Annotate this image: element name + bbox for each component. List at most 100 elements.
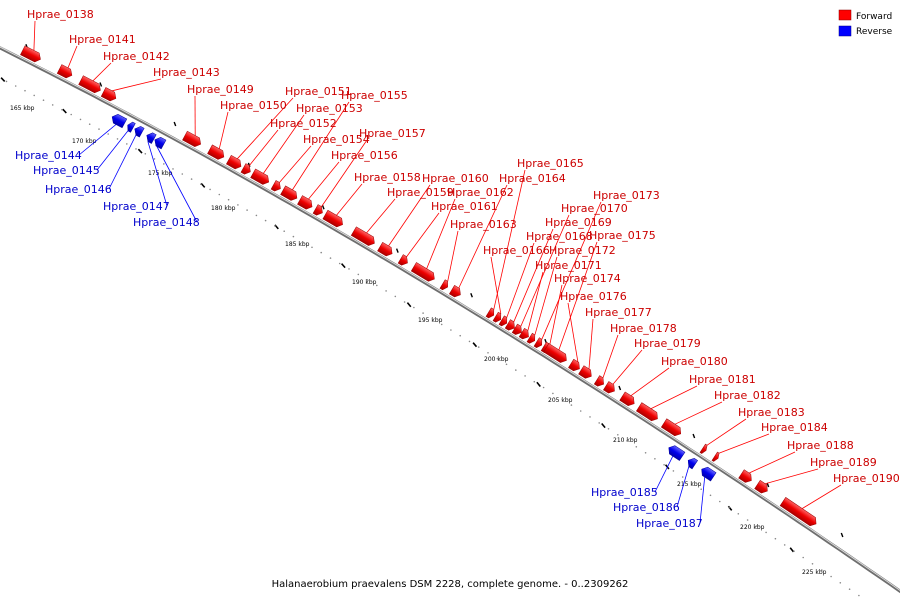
gene-label[interactable]: Hprae_0156: [331, 149, 398, 162]
forward-gene-arrow[interactable]: [754, 479, 771, 495]
gene-feature[interactable]: [619, 391, 637, 408]
gene-feature[interactable]: [78, 75, 103, 95]
gene-feature[interactable]: [132, 125, 145, 138]
forward-gene-arrow[interactable]: [56, 64, 74, 80]
gene-feature[interactable]: [504, 319, 517, 333]
gene-label[interactable]: Hprae_0141: [69, 33, 136, 46]
forward-gene-arrow[interactable]: [439, 279, 450, 292]
gene-feature[interactable]: [526, 332, 537, 345]
forward-gene-arrow[interactable]: [711, 451, 721, 463]
gene-label[interactable]: Hprae_0152: [270, 117, 337, 130]
gene-label[interactable]: Hprae_0182: [714, 389, 781, 402]
gene-label[interactable]: Hprae_0180: [661, 355, 728, 368]
forward-gene-arrow[interactable]: [322, 209, 345, 229]
gene-feature[interactable]: [226, 154, 243, 171]
forward-gene-arrow[interactable]: [350, 226, 377, 248]
gene-feature[interactable]: [699, 443, 709, 455]
gene-feature[interactable]: [485, 307, 496, 320]
forward-gene-arrow[interactable]: [498, 315, 509, 328]
reverse-gene-arrow[interactable]: [699, 465, 717, 482]
gene-label[interactable]: Hprae_0162: [447, 186, 514, 199]
forward-gene-arrow[interactable]: [492, 311, 503, 324]
forward-gene-arrow[interactable]: [578, 365, 594, 381]
gene-label[interactable]: Hprae_0178: [610, 322, 677, 335]
gene-feature[interactable]: [56, 64, 74, 80]
gene-label[interactable]: Hprae_0155: [341, 89, 408, 102]
gene-label[interactable]: Hprae_0149: [187, 83, 254, 96]
gene-label[interactable]: Hprae_0189: [810, 456, 877, 469]
gene-label[interactable]: Hprae_0184: [761, 421, 828, 434]
forward-gene-arrow[interactable]: [779, 497, 819, 528]
gene-label[interactable]: Hprae_0188: [787, 439, 854, 452]
gene-feature[interactable]: [297, 195, 314, 212]
gene-feature[interactable]: [410, 262, 437, 283]
gene-label[interactable]: Hprae_0163: [450, 218, 517, 231]
forward-gene-arrow[interactable]: [207, 144, 226, 162]
gene-label[interactable]: Hprae_0150: [220, 99, 287, 112]
gene-label[interactable]: Hprae_0144: [15, 149, 82, 162]
gene-feature[interactable]: [578, 365, 594, 381]
forward-gene-arrow[interactable]: [182, 130, 204, 148]
gene-feature[interactable]: [312, 204, 325, 218]
gene-feature[interactable]: [518, 327, 531, 341]
gene-feature[interactable]: [144, 131, 157, 144]
gene-label[interactable]: Hprae_0186: [613, 501, 680, 514]
gene-label[interactable]: Hprae_0177: [585, 306, 652, 319]
forward-gene-arrow[interactable]: [636, 402, 660, 423]
gene-feature[interactable]: [270, 180, 283, 193]
gene-feature[interactable]: [350, 226, 377, 248]
forward-gene-arrow[interactable]: [568, 358, 582, 373]
gene-label[interactable]: Hprae_0146: [45, 183, 112, 196]
forward-gene-arrow[interactable]: [504, 319, 517, 333]
gene-label[interactable]: Hprae_0138: [27, 8, 94, 21]
gene-label[interactable]: Hprae_0173: [593, 189, 660, 202]
forward-gene-arrow[interactable]: [410, 262, 437, 283]
gene-label[interactable]: Hprae_0157: [359, 127, 426, 140]
gene-feature[interactable]: [593, 375, 606, 389]
gene-feature[interactable]: [377, 241, 395, 258]
gene-feature[interactable]: [280, 185, 300, 203]
gene-feature[interactable]: [498, 315, 509, 328]
gene-feature[interactable]: [666, 443, 686, 461]
forward-gene-arrow[interactable]: [485, 307, 496, 320]
gene-feature[interactable]: [110, 112, 128, 129]
gene-label[interactable]: Hprae_0179: [634, 337, 701, 350]
gene-label[interactable]: Hprae_0185: [591, 486, 658, 499]
gene-label[interactable]: Hprae_0172: [549, 244, 616, 257]
gene-feature[interactable]: [207, 144, 226, 162]
gene-label[interactable]: Hprae_0153: [296, 102, 363, 115]
forward-gene-arrow[interactable]: [312, 204, 325, 218]
gene-label[interactable]: Hprae_0158: [354, 171, 421, 184]
gene-label[interactable]: Hprae_0142: [103, 50, 170, 63]
gene-label[interactable]: Hprae_0169: [545, 216, 612, 229]
gene-feature[interactable]: [699, 465, 717, 482]
gene-label[interactable]: Hprae_0181: [689, 373, 756, 386]
gene-feature[interactable]: [322, 209, 345, 229]
gene-label[interactable]: Hprae_0164: [499, 172, 566, 185]
forward-gene-arrow[interactable]: [660, 418, 683, 438]
gene-feature[interactable]: [543, 343, 569, 364]
forward-gene-arrow[interactable]: [397, 254, 410, 268]
gene-feature[interactable]: [603, 381, 617, 395]
gene-label[interactable]: Hprae_0175: [589, 229, 656, 242]
gene-label[interactable]: Hprae_0176: [560, 290, 627, 303]
gene-label[interactable]: Hprae_0161: [431, 200, 498, 213]
gene-label[interactable]: Hprae_0187: [636, 517, 703, 530]
gene-feature[interactable]: [533, 337, 544, 350]
gene-label[interactable]: Hprae_0147: [103, 200, 170, 213]
gene-feature[interactable]: [439, 279, 450, 292]
forward-gene-arrow[interactable]: [619, 391, 637, 408]
forward-gene-arrow[interactable]: [699, 443, 709, 455]
gene-feature[interactable]: [738, 469, 755, 485]
gene-label[interactable]: Hprae_0165: [517, 157, 584, 170]
gene-feature[interactable]: [754, 479, 771, 495]
forward-gene-arrow[interactable]: [518, 327, 531, 341]
forward-gene-arrow[interactable]: [526, 332, 537, 345]
gene-feature[interactable]: [182, 130, 204, 148]
forward-gene-arrow[interactable]: [603, 381, 617, 395]
gene-label[interactable]: Hprae_0168: [526, 230, 593, 243]
gene-feature[interactable]: [711, 451, 721, 463]
reverse-gene-arrow[interactable]: [152, 135, 167, 150]
gene-feature[interactable]: [397, 254, 410, 268]
forward-gene-arrow[interactable]: [100, 87, 118, 103]
